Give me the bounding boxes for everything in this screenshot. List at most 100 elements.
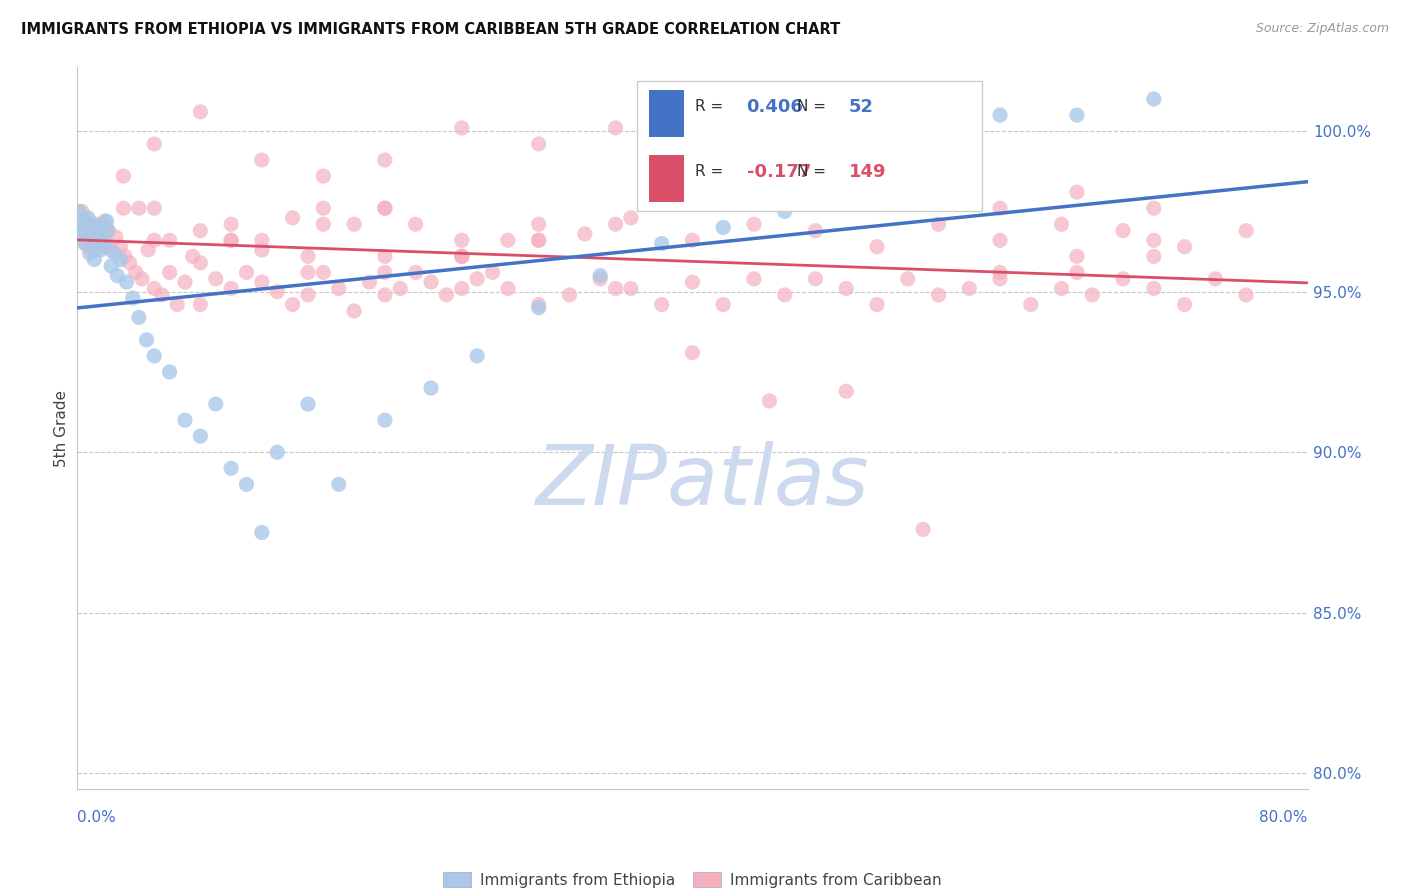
Point (450, 249, 472, 263)
Point (558, 288, 581, 302)
Point (72, 220, 94, 235)
Point (77, 211, 100, 225)
Point (73, 236, 96, 251)
Point (143, 201, 166, 215)
Point (94, 214, 117, 228)
Point (928, 288, 950, 302)
Point (1066, 185, 1088, 199)
Point (912, 522, 935, 536)
Point (143, 349, 166, 363)
Point (527, 136, 550, 151)
Point (250, 243, 273, 257)
Point (121, 291, 143, 305)
Point (90, 230, 114, 244)
Point (87, 233, 110, 247)
Point (219, 233, 242, 247)
Point (773, 288, 796, 302)
Point (605, 281, 627, 295)
Point (389, 281, 412, 295)
Point (94, 240, 117, 254)
Point (79, 246, 101, 260)
Point (420, 381, 443, 395)
Point (297, 397, 319, 411)
Point (527, 233, 550, 247)
FancyBboxPatch shape (650, 155, 683, 202)
Point (90, 240, 114, 254)
Point (86, 217, 108, 231)
Point (136, 243, 159, 257)
Point (312, 169, 335, 183)
Point (143, 233, 166, 247)
Point (128, 310, 150, 325)
Point (70, 214, 93, 228)
Point (204, 397, 226, 411)
Point (86, 227, 108, 241)
Point (1066, 108, 1088, 122)
Text: Source: ZipAtlas.com: Source: ZipAtlas.com (1256, 22, 1389, 36)
Point (297, 249, 319, 263)
Point (76, 227, 98, 241)
Point (110, 240, 132, 254)
Point (742, 272, 765, 286)
Point (125, 265, 148, 279)
Point (250, 233, 273, 247)
Point (866, 297, 889, 311)
Point (118, 256, 141, 270)
Point (328, 281, 350, 295)
Point (103, 246, 125, 260)
Point (988, 265, 1011, 279)
Point (912, 156, 935, 170)
Point (297, 288, 319, 302)
Point (82, 230, 104, 244)
Point (159, 265, 181, 279)
Point (188, 429, 212, 443)
Point (89, 220, 111, 235)
Point (1174, 297, 1197, 311)
Point (143, 281, 166, 295)
Point (281, 297, 304, 311)
Point (574, 227, 596, 241)
Point (374, 288, 396, 302)
Point (105, 268, 128, 283)
Point (420, 275, 443, 289)
Point (835, 281, 858, 295)
Point (436, 288, 458, 302)
Text: -0.177: -0.177 (747, 162, 811, 181)
Text: 149: 149 (849, 162, 886, 181)
Point (651, 297, 673, 311)
Point (1204, 272, 1226, 286)
Point (589, 272, 612, 286)
Text: R =: R = (695, 99, 728, 114)
Point (312, 265, 335, 279)
Point (405, 265, 427, 279)
Point (1143, 249, 1166, 263)
Point (87, 220, 110, 235)
Point (80, 224, 103, 238)
Text: ZIPatlas: ZIPatlas (536, 442, 870, 522)
Point (250, 525, 273, 540)
Point (374, 265, 396, 279)
Point (72, 220, 94, 235)
Point (174, 413, 197, 427)
Point (605, 217, 627, 231)
Point (1174, 240, 1197, 254)
Point (405, 217, 427, 231)
Point (481, 265, 503, 279)
Point (1112, 224, 1135, 238)
Point (1112, 272, 1135, 286)
Point (711, 297, 734, 311)
Point (1019, 297, 1042, 311)
Point (988, 201, 1011, 215)
Point (312, 217, 335, 231)
Point (343, 217, 366, 231)
Point (773, 204, 796, 219)
Point (988, 272, 1011, 286)
Point (1143, 281, 1166, 295)
Point (188, 297, 212, 311)
Point (181, 249, 204, 263)
Point (76, 224, 98, 238)
Point (204, 272, 226, 286)
Point (83, 243, 105, 257)
Point (97, 224, 120, 238)
Point (682, 153, 704, 167)
